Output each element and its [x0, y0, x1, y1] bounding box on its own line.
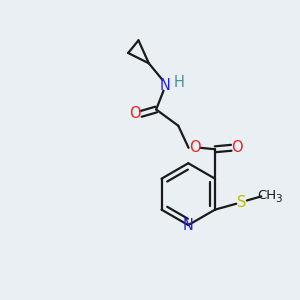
Text: 3: 3	[275, 194, 281, 204]
Text: N: N	[183, 218, 194, 232]
Text: H: H	[174, 75, 184, 90]
Text: N: N	[160, 78, 170, 93]
Text: O: O	[231, 140, 243, 155]
Text: S: S	[237, 195, 246, 210]
Text: O: O	[189, 140, 200, 155]
Text: O: O	[129, 106, 141, 122]
Text: CH: CH	[258, 189, 277, 202]
